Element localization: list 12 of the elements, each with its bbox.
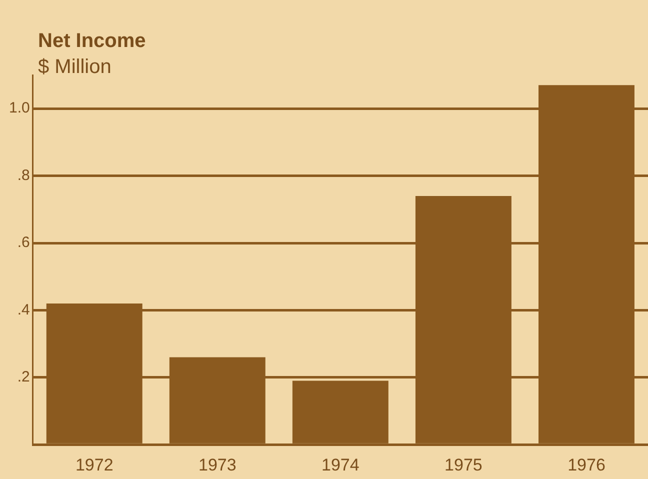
x-tick-label: 1976 (568, 455, 606, 474)
y-tick-label: .8 (17, 166, 30, 184)
y-tick-label: .4 (17, 301, 30, 318)
x-tick-label: 1974 (322, 455, 360, 474)
x-tick-label: 1972 (75, 455, 114, 474)
chart-title: Net Income (38, 30, 146, 53)
y-tick-label: .6 (17, 234, 30, 252)
y-tick-label: 1.0 (8, 100, 30, 117)
x-tick-label: 1975 (444, 455, 482, 474)
x-tick-label: 1973 (198, 455, 236, 474)
y-tick-label: .2 (17, 368, 30, 386)
chart-subtitle: $ Million (38, 56, 112, 79)
